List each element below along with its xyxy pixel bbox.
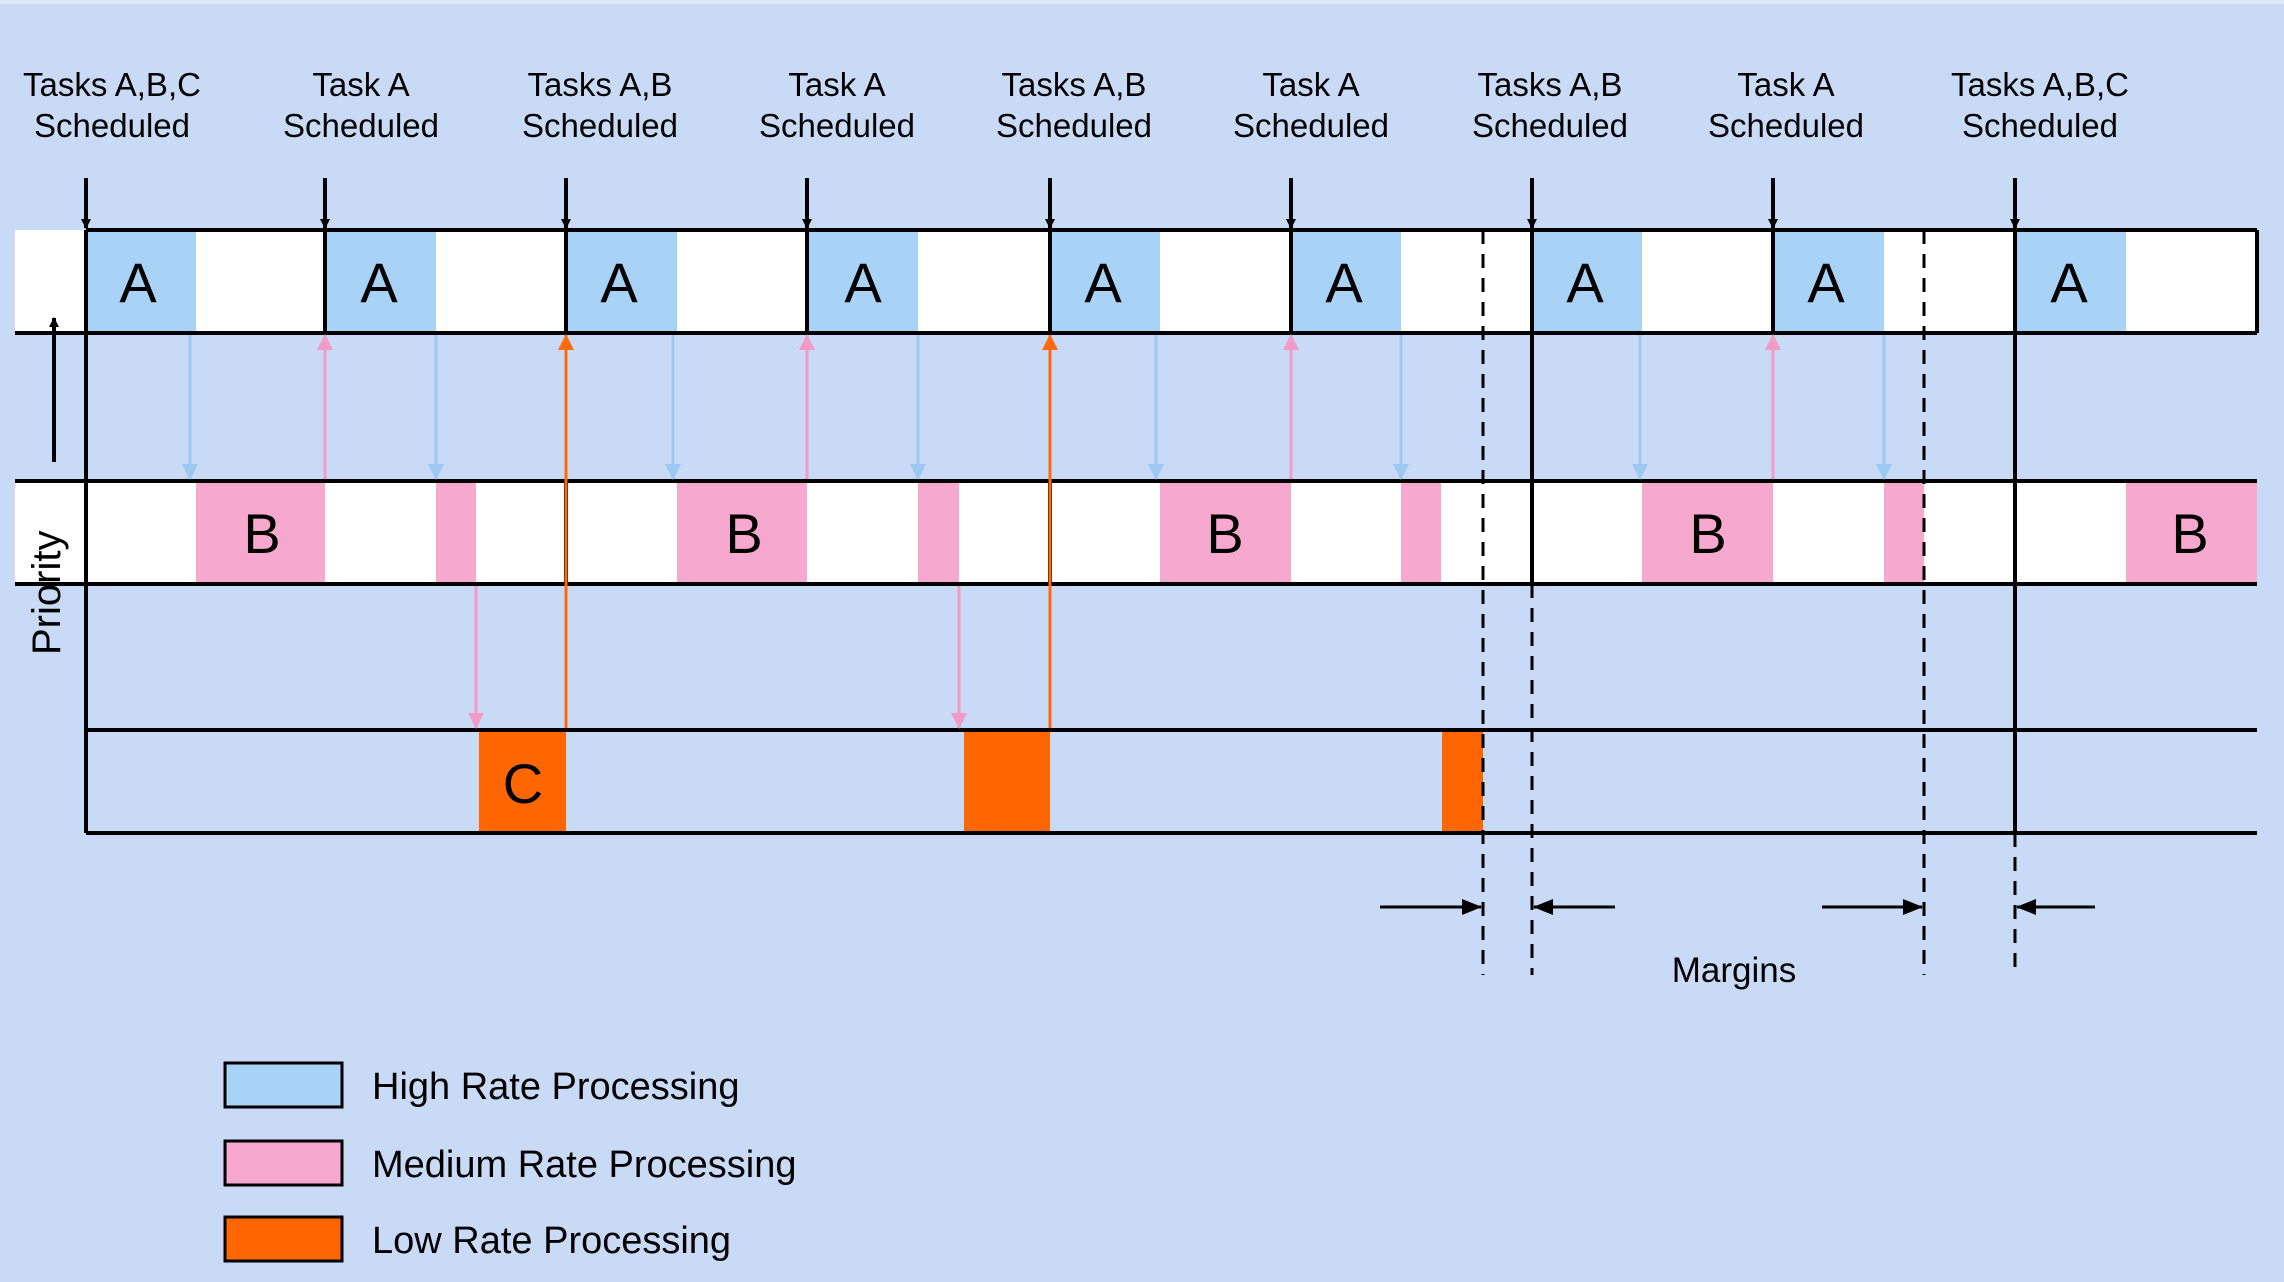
legend-swatch-medium — [223, 1139, 344, 1187]
block-a-3-label: A — [600, 251, 638, 314]
schedule-label-4-line1: Task A — [788, 66, 885, 103]
block-a-8-label: A — [1807, 251, 1845, 314]
block-a-5 — [1050, 230, 1160, 333]
medium-rate-blocks — [196, 481, 2257, 584]
block-b-3 — [1160, 481, 1291, 584]
block-letters: A A A A A A A A A B B B B B C — [119, 251, 2208, 815]
schedule-label-8-line2: Scheduled — [1708, 107, 1864, 144]
schedule-label-6-line2: Scheduled — [1233, 107, 1389, 144]
schedule-label-4-line2: Scheduled — [759, 107, 915, 144]
block-a-9 — [2015, 230, 2126, 333]
schedule-label-2-line2: Scheduled — [283, 107, 439, 144]
schedule-labels: Tasks A,B,C Scheduled Task A Scheduled T… — [23, 66, 2129, 144]
schedule-label-3-line1: Tasks A,B — [528, 66, 673, 103]
block-a-4 — [807, 230, 918, 333]
schedule-label-5-line2: Scheduled — [996, 107, 1152, 144]
block-b-5 — [2126, 481, 2257, 584]
margins-label: Margins — [1672, 951, 1796, 990]
schedule-label-6-line1: Task A — [1262, 66, 1359, 103]
schedule-label-5-line1: Tasks A,B — [1002, 66, 1147, 103]
block-a-1 — [86, 230, 196, 333]
schedule-label-1-line1: Tasks A,B,C — [23, 66, 201, 103]
priority-axis: Priority — [25, 317, 69, 655]
block-a-6-label: A — [1325, 251, 1363, 314]
block-c-3 — [1442, 730, 1483, 832]
block-b-2-tail — [918, 481, 959, 584]
block-b-1-label: B — [243, 502, 280, 565]
medium-to-high-arrows — [317, 334, 1781, 479]
block-b-4 — [1642, 481, 1773, 584]
legend-label-high: High Rate Processing — [372, 1066, 740, 1108]
margin-dashed-lines — [1481, 230, 2017, 975]
block-b-5-label: B — [2171, 502, 2208, 565]
lane-borders — [15, 228, 2259, 835]
schedule-label-2-line1: Task A — [312, 66, 409, 103]
high-rate-blocks — [86, 230, 2126, 333]
top-edge — [0, 0, 2284, 4]
block-a-5-label: A — [1084, 251, 1122, 314]
high-to-medium-arrows — [182, 335, 1892, 480]
schedule-label-7-line1: Tasks A,B — [1478, 66, 1623, 103]
block-a-9-label: A — [2050, 251, 2088, 314]
legend-label-low: Low Rate Processing — [372, 1220, 731, 1262]
legend: High Rate Processing Medium Rate Process… — [223, 1061, 797, 1263]
block-c-1-label: C — [503, 752, 543, 815]
medium-rate-lane — [15, 481, 2257, 584]
medium-to-low-arrows — [468, 586, 967, 729]
low-to-high-arrows — [558, 334, 1058, 728]
low-rate-blocks — [479, 730, 1483, 832]
block-b-1-tail — [436, 481, 476, 584]
schedule-label-8-line1: Task A — [1737, 66, 1834, 103]
block-c-1 — [479, 730, 566, 832]
block-b-3-label: B — [1206, 502, 1243, 565]
block-a-6 — [1291, 230, 1401, 333]
block-a-7 — [1532, 230, 1642, 333]
legend-swatch-high — [223, 1061, 344, 1109]
legend-swatch-low — [223, 1215, 344, 1263]
schedule-label-3-line2: Scheduled — [522, 107, 678, 144]
block-b-4-label: B — [1689, 502, 1726, 565]
schedule-arrows — [81, 178, 2020, 229]
schedule-label-1-line2: Scheduled — [34, 107, 190, 144]
block-b-4-tail — [1884, 481, 1924, 584]
block-a-2-label: A — [360, 251, 398, 314]
block-a-7-label: A — [1566, 251, 1604, 314]
block-a-8 — [1773, 230, 1884, 333]
block-c-2 — [964, 730, 1050, 832]
legend-label-medium: Medium Rate Processing — [372, 1144, 797, 1186]
block-b-1 — [196, 481, 325, 584]
schedule-label-7-line2: Scheduled — [1472, 107, 1628, 144]
block-a-4-label: A — [844, 251, 882, 314]
block-a-2 — [325, 230, 436, 333]
block-b-2 — [677, 481, 807, 584]
schedule-label-9-line2: Scheduled — [1962, 107, 2118, 144]
block-a-1-label: A — [119, 251, 157, 314]
schedule-label-9-line1: Tasks A,B,C — [1951, 66, 2129, 103]
priority-label: Priority — [25, 531, 69, 655]
block-a-3 — [566, 230, 677, 333]
block-b-3-tail — [1401, 481, 1441, 584]
block-b-2-label: B — [725, 502, 762, 565]
